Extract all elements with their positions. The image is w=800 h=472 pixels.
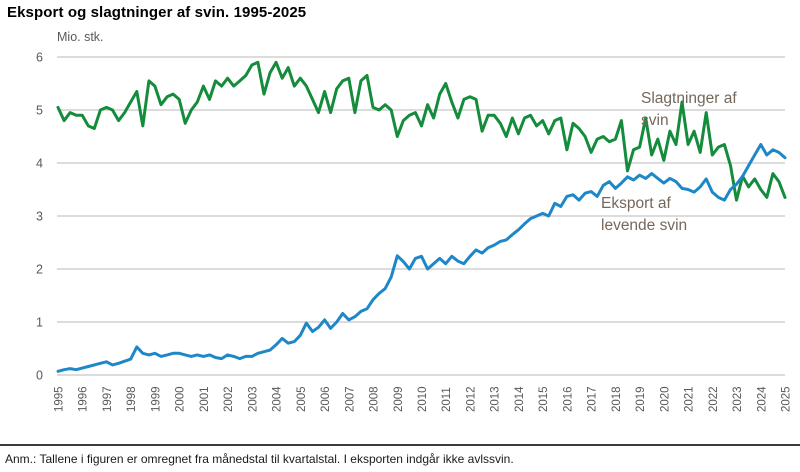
x-tick-label: 2016: [562, 386, 574, 412]
x-tick-label: 1995: [54, 386, 66, 412]
x-tick-label: 2024: [756, 386, 768, 412]
x-tick-label: 2010: [417, 386, 429, 412]
x-tick-label: 1997: [102, 386, 114, 412]
y-tick-label: 2: [36, 263, 43, 277]
x-tick-label: 1998: [126, 386, 138, 412]
y-axis-unit-label: Mio. stk.: [57, 30, 104, 44]
page-title: Eksport og slagtninger af svin. 1995-202…: [7, 4, 307, 21]
x-tick-label: 2018: [611, 386, 623, 412]
line-slagtninger-af-svin: [56, 60, 787, 202]
x-tick-label: 1996: [78, 386, 90, 412]
y-tick-label: 5: [36, 104, 43, 118]
y-tick-label: 3: [36, 210, 43, 224]
label-slagtninger-af-svin: Slagtninger af: [641, 90, 737, 107]
label-slagtninger-af-svin: svin: [641, 112, 669, 129]
x-tick-label: 2023: [732, 386, 744, 412]
x-tick-label: 1999: [150, 386, 162, 412]
y-tick-label: 4: [36, 157, 43, 171]
x-tick-label: 2005: [296, 386, 308, 412]
x-tick-label: 2002: [223, 386, 235, 412]
line-eksport-af-levende-svin: [56, 143, 787, 373]
x-tick-label: 2019: [635, 386, 647, 412]
x-tick-label: 2015: [538, 386, 550, 412]
x-tick-label: 2025: [781, 386, 793, 412]
label-eksport-af-levende-svin: Eksport af: [601, 195, 671, 212]
x-tick-label: 2022: [708, 386, 720, 412]
x-tick-label: 2012: [465, 386, 477, 412]
x-tick-label: 2001: [199, 386, 211, 412]
x-tick-label: 2011: [441, 387, 453, 412]
footer-divider: [0, 444, 800, 446]
x-tick-label: 2008: [369, 386, 381, 412]
x-tick-label: 2021: [684, 386, 696, 412]
footnote: Anm.: Tallene i figuren er omregnet fra …: [5, 452, 514, 466]
chart-svg: 0 1 2 3 4 5 6 1995 1996 1997 1998 1999 2000 2001 2002 2…: [36, 51, 793, 413]
x-tick-label: 2013: [490, 386, 502, 412]
y-tick-label: 6: [36, 51, 43, 65]
x-tick-label: 2020: [659, 386, 671, 412]
x-tick-label: 2017: [587, 386, 599, 412]
x-tick-label: 2004: [272, 386, 284, 412]
x-tick-label: 2003: [247, 386, 259, 412]
x-tick-label: 2014: [514, 386, 526, 412]
y-tick-label: 1: [36, 316, 43, 330]
label-eksport-af-levende-svin: levende svin: [601, 217, 687, 234]
y-tick-label: 0: [36, 369, 43, 383]
x-tick-label: 2000: [175, 386, 187, 412]
x-tick-label: 2007: [344, 386, 356, 412]
x-tick-label: 2009: [393, 386, 405, 412]
x-tick-label: 2006: [320, 386, 332, 412]
